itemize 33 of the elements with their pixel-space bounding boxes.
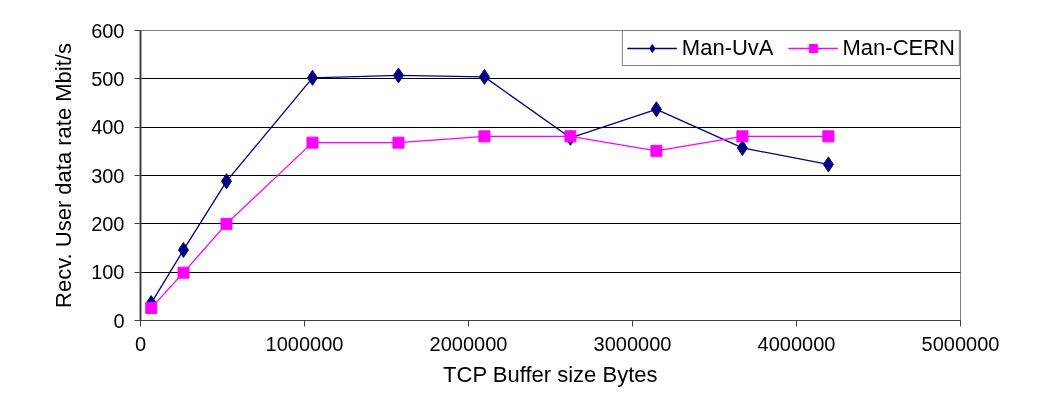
point [478,130,491,143]
y-tick-label: 600 [91,19,125,42]
point [145,301,158,314]
y-tick-label: 500 [91,67,125,90]
point [650,101,662,118]
x-tick-label: 4000000 [757,332,836,355]
y-tick-label: 200 [91,212,125,235]
point [220,173,232,190]
y-tick-label: 100 [91,261,125,284]
y-tick-label: 400 [91,116,125,139]
point [177,241,189,258]
x-tick-label: 2000000 [429,332,508,355]
legend-label: Man-UvA [681,35,774,61]
x-tick-label: 5000000 [921,332,1000,355]
y-tick-label: 0 [113,309,125,332]
x-axis-title: TCP Buffer size Bytes [443,361,658,387]
x-tick-label: 1000000 [265,332,344,355]
point [306,69,318,86]
x-tick-label: 3000000 [593,332,672,355]
point [392,136,405,149]
point [736,130,749,143]
y-tick-label: 300 [91,164,125,187]
point [220,217,233,230]
point [177,266,190,279]
point [822,156,834,173]
x-tick-label: 0 [134,332,147,355]
point [822,130,835,143]
point [650,144,663,157]
point [306,136,319,149]
point [392,67,404,84]
point [478,68,490,85]
y-axis-title: Recv. User data rate Mbit/s [51,43,77,308]
legend-label: Man-CERN [842,35,955,61]
